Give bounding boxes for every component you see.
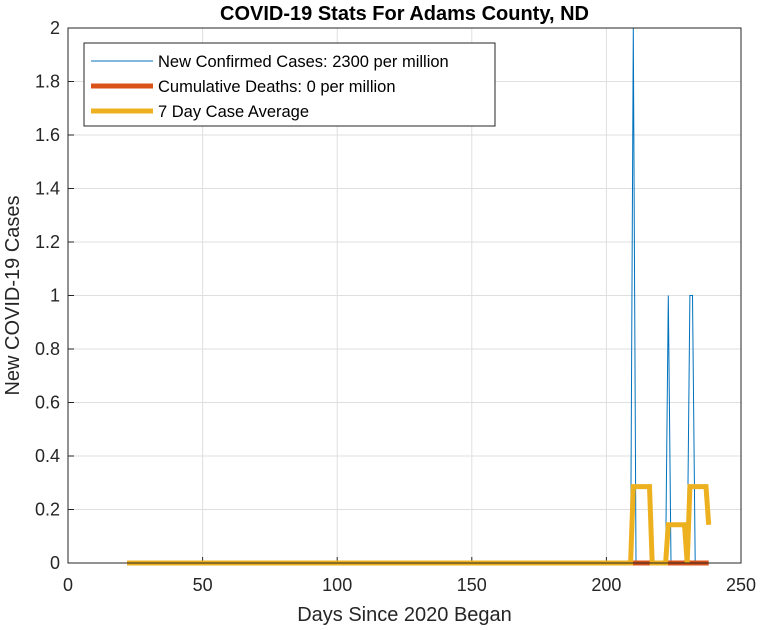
legend-label-1: New Confirmed Cases: 2300 per million	[158, 53, 449, 71]
y-tick-label: 1.2	[35, 232, 60, 252]
series-line-3	[127, 484, 712, 566]
chart-title: COVID-19 Stats For Adams County, ND	[220, 3, 589, 25]
y-axis-label: New COVID-19 Cases	[2, 195, 24, 395]
y-tick-label: 1	[50, 286, 60, 306]
y-tick-label: 2	[50, 18, 60, 38]
legend: New Confirmed Cases: 2300 per million Cum…	[83, 42, 496, 127]
legend-label-3: 7 Day Case Average	[158, 103, 309, 121]
plot-frame	[67, 27, 742, 564]
x-tick-label: 150	[457, 575, 487, 595]
y-tick-label: 1.4	[35, 179, 60, 199]
series-line-1	[127, 27, 709, 564]
y-tick-label: 0.2	[35, 500, 60, 520]
x-tick-label: 200	[591, 575, 621, 595]
x-tick-label: 0	[63, 575, 73, 595]
x-tick-label: 100	[322, 575, 352, 595]
x-ticks: 0 50 100 150 200 250	[63, 557, 756, 595]
x-axis-label: Days Since 2020 Began	[297, 604, 512, 626]
y-tick-label: 0.4	[35, 446, 60, 466]
y-tick-label: 0.6	[35, 393, 60, 413]
y-tick-label: 1.6	[35, 125, 60, 145]
x-tick-label: 250	[726, 575, 756, 595]
y-ticks: 0 0.2 0.4 0.6 0.8 1 1.2 1.4 1.6 1.8 2	[35, 18, 74, 573]
y-tick-label: 0	[50, 553, 60, 573]
x-tick-label: 50	[193, 575, 213, 595]
legend-label-2: Cumulative Deaths: 0 per million	[158, 78, 396, 96]
y-tick-label: 0.8	[35, 339, 60, 359]
y-tick-label: 1.8	[35, 72, 60, 92]
